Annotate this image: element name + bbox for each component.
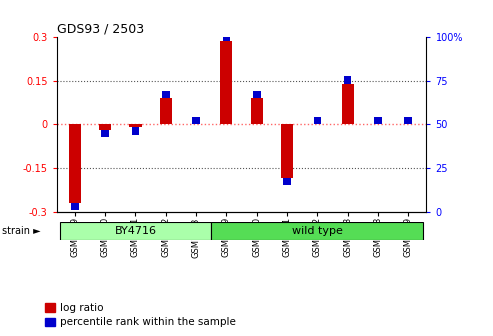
Bar [60, 222, 211, 240]
Bar [342, 84, 353, 124]
Text: BY4716: BY4716 [114, 226, 156, 236]
Bar [99, 124, 111, 130]
Bar [192, 117, 200, 124]
Bar [281, 124, 293, 178]
Legend: log ratio, percentile rank within the sample: log ratio, percentile rank within the sa… [45, 303, 236, 327]
Bar [314, 117, 321, 124]
Bar [250, 98, 263, 124]
Bar [220, 41, 233, 124]
Bar [71, 203, 79, 210]
Bar [132, 127, 140, 134]
Text: wild type: wild type [292, 226, 343, 236]
Text: GDS93 / 2503: GDS93 / 2503 [57, 23, 144, 36]
Bar [223, 34, 230, 41]
Bar [211, 222, 423, 240]
Bar [162, 91, 170, 98]
Bar [283, 178, 291, 185]
Bar [130, 124, 141, 127]
Bar [374, 117, 382, 124]
Bar [253, 91, 260, 98]
Bar [102, 130, 109, 137]
Text: strain ►: strain ► [2, 226, 41, 236]
Bar [160, 98, 172, 124]
Bar [69, 124, 81, 203]
Bar [344, 76, 352, 84]
Bar [404, 117, 412, 124]
